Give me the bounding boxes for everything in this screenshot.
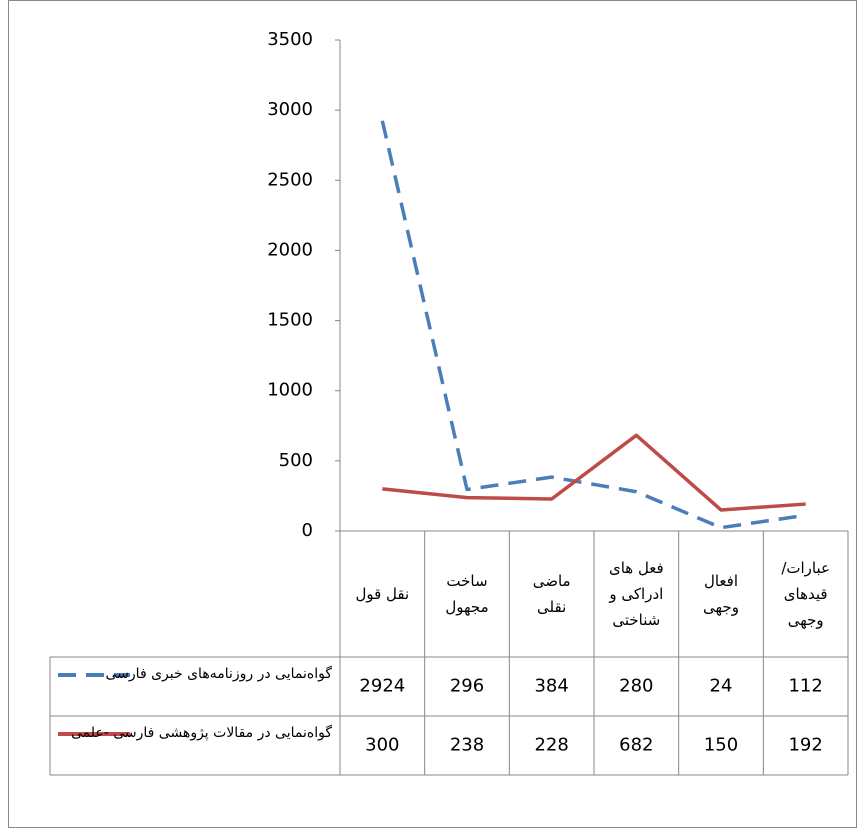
table-value: 238 [450, 735, 484, 756]
x-tick-label: ماضی نقلی [509, 531, 594, 657]
table-value: 384 [534, 676, 568, 697]
y-tick-label: 3500 [267, 29, 313, 50]
table-value: 24 [710, 676, 733, 697]
legend-label: گواه‌نمایی در روزنامه‌های خبری فارسی [56, 661, 332, 687]
y-tick-label: 2000 [267, 239, 313, 260]
x-tick-label: افعال وجهی [679, 531, 764, 657]
table-value: 2924 [359, 676, 405, 697]
table-value: 296 [450, 676, 484, 697]
table-value: 112 [788, 676, 822, 697]
table-value: 228 [534, 735, 568, 756]
y-tick-label: 3000 [267, 99, 313, 120]
table-value: 150 [704, 735, 738, 756]
table-value: 300 [365, 735, 399, 756]
x-tick-label: فعل های ادراکی و شناختی [594, 531, 679, 657]
frame [9, 1, 857, 828]
series-line [382, 435, 805, 510]
x-tick-label: نقل قول [340, 531, 425, 657]
y-tick-label: 500 [279, 450, 313, 471]
table-value: 192 [788, 735, 822, 756]
table-value: 682 [619, 735, 653, 756]
y-tick-label: 1000 [267, 380, 313, 401]
x-tick-label: عبارات/ قیدهای وجهی [763, 531, 848, 657]
chart-svg: 0 500 1000 1500 2000 2500 3000 3500 2924 296 384 28… [0, 0, 865, 829]
y-tick-label: 0 [302, 520, 313, 541]
legend-label: گواه‌نمایی در مقالات پژوهشی فارسی -علمی [56, 720, 332, 746]
table-value: 280 [619, 676, 653, 697]
x-tick-label: ساخت مجهول [425, 531, 510, 657]
y-tick-label: 1500 [267, 310, 313, 331]
y-tick-label: 2500 [267, 169, 313, 190]
chart: 0 500 1000 1500 2000 2500 3000 3500 2924 296 384 28… [0, 0, 865, 829]
